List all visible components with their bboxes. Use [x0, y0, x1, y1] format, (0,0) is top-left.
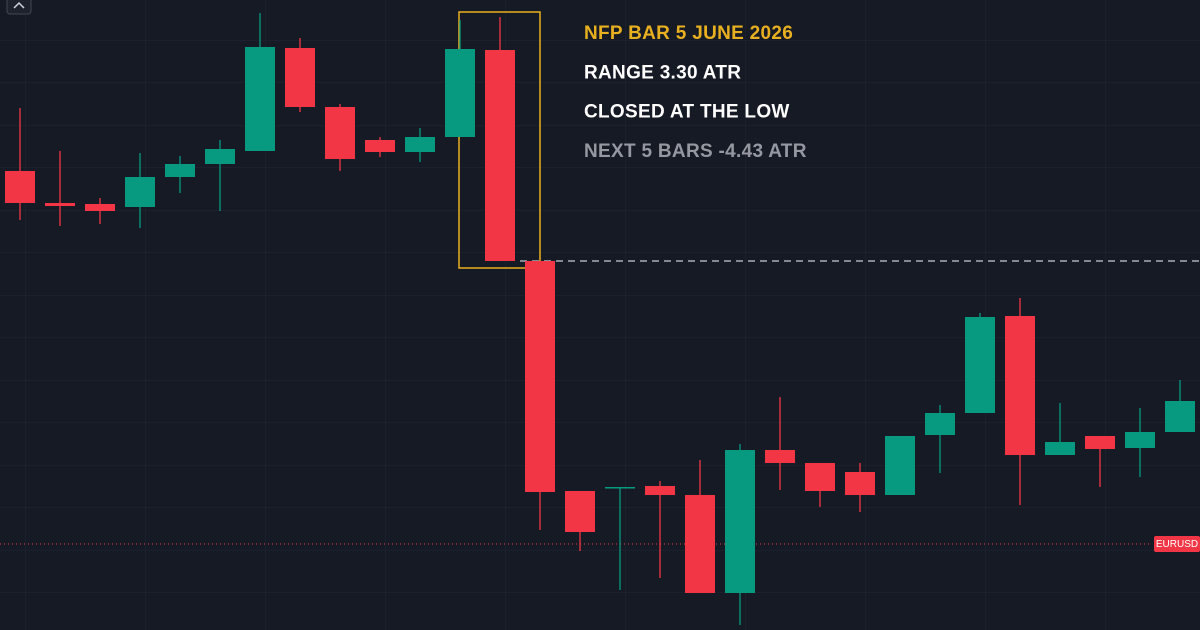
- candle-body: [845, 472, 875, 495]
- candle-body: [885, 436, 915, 495]
- candle-body: [85, 204, 115, 211]
- candle-body: [205, 149, 235, 164]
- candle-body: [765, 450, 795, 463]
- candle-body: [485, 50, 515, 261]
- candle-body: [1005, 316, 1035, 455]
- candle-body: [1045, 442, 1075, 455]
- candle-body: [445, 49, 475, 137]
- annotation: NEXT 5 BARS -4.43 ATR: [584, 141, 807, 162]
- price-tag: [1154, 536, 1200, 552]
- candle-body: [5, 171, 35, 203]
- collapse-button[interactable]: [6, 0, 32, 15]
- candle-body: [325, 107, 355, 159]
- candle-body: [165, 164, 195, 177]
- candle-body: [805, 463, 835, 491]
- candle-body: [525, 261, 555, 492]
- candle-body: [245, 47, 275, 151]
- candle-body: [565, 491, 595, 532]
- candle-body: [725, 450, 755, 593]
- annotation: CLOSED AT THE LOW: [584, 102, 790, 123]
- candle-body: [45, 203, 75, 206]
- candle-body: [365, 140, 395, 152]
- annotation: NFP BAR 5 JUNE 2026: [584, 23, 793, 44]
- candle-body: [965, 317, 995, 413]
- candle-body: [285, 48, 315, 107]
- price-tag-label: EURUSD: [1156, 539, 1198, 550]
- candle-body: [1165, 401, 1195, 432]
- candle-body: [925, 413, 955, 435]
- candle-body: [645, 486, 675, 495]
- annotation: RANGE 3.30 ATR: [584, 62, 741, 83]
- candle-body: [605, 487, 635, 489]
- candle-body: [405, 137, 435, 152]
- highlight-box: [458, 11, 541, 269]
- candle-body: [1125, 432, 1155, 448]
- candle-body: [685, 495, 715, 593]
- candle-body: [1085, 436, 1115, 449]
- candle-body: [125, 177, 155, 207]
